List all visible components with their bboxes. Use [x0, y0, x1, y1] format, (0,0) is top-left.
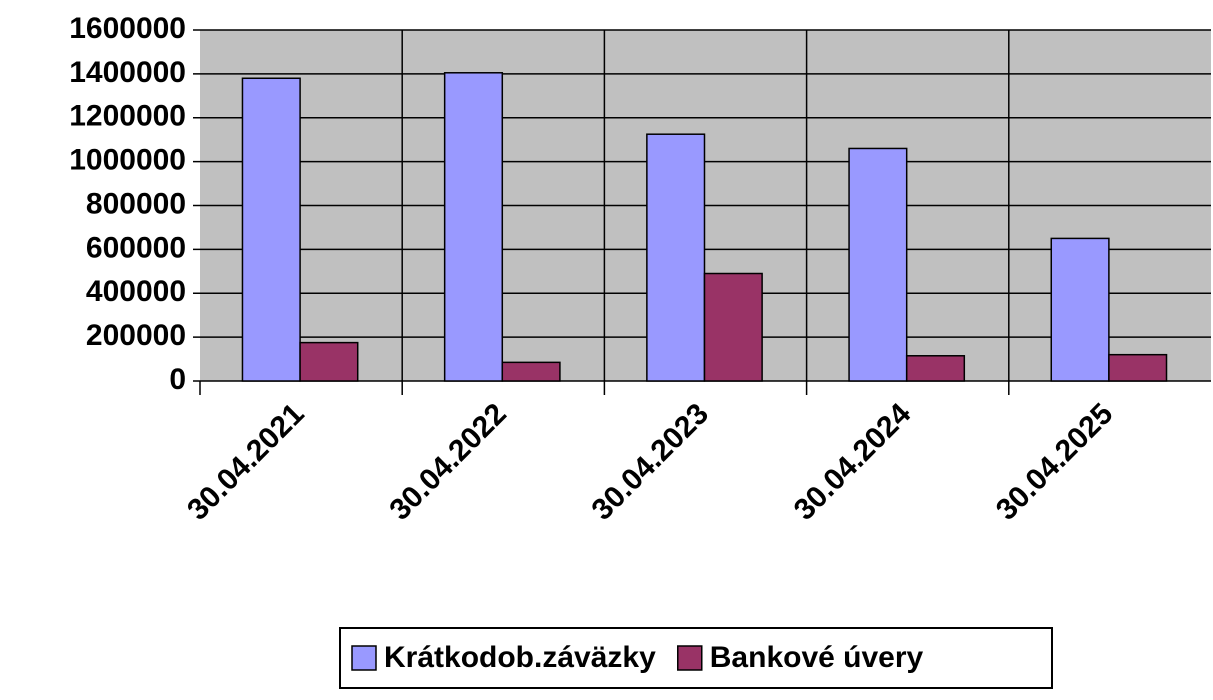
x-tick-label: 30.04.2023: [586, 397, 716, 527]
y-tick-label: 600000: [86, 231, 186, 264]
bar: [646, 133, 706, 382]
bar: [848, 147, 908, 382]
x-tick-label: 30.04.2025: [990, 397, 1120, 527]
x-tick-label: 30.04.2021: [181, 397, 311, 527]
legend-label: Bankové úvery: [710, 641, 924, 674]
x-tick-label: 30.04.2024: [788, 397, 918, 527]
bar: [1108, 353, 1168, 382]
bar: [703, 272, 763, 382]
y-tick-label: 800000: [86, 187, 186, 220]
legend: Krátkodob.záväzky Bankové úvery: [339, 627, 1053, 689]
y-tick-label: 1000000: [69, 144, 186, 177]
bar: [1050, 237, 1110, 382]
y-tick-label: 400000: [86, 275, 186, 308]
y-tick-label: 1600000: [69, 12, 186, 45]
bar: [443, 72, 504, 382]
legend-label: Krátkodob.záväzky: [384, 641, 656, 674]
bar: [241, 77, 301, 382]
y-tick-label: 1400000: [69, 56, 186, 89]
bar: [501, 361, 561, 382]
x-tick-label: 30.04.2022: [383, 397, 513, 527]
legend-swatch: [677, 645, 703, 671]
bar: [299, 341, 359, 382]
y-tick-label: 1200000: [69, 100, 186, 133]
bar: [905, 355, 966, 382]
y-tick-label: 0: [169, 363, 186, 396]
legend-swatch: [351, 645, 377, 671]
y-tick-label: 200000: [86, 319, 186, 352]
